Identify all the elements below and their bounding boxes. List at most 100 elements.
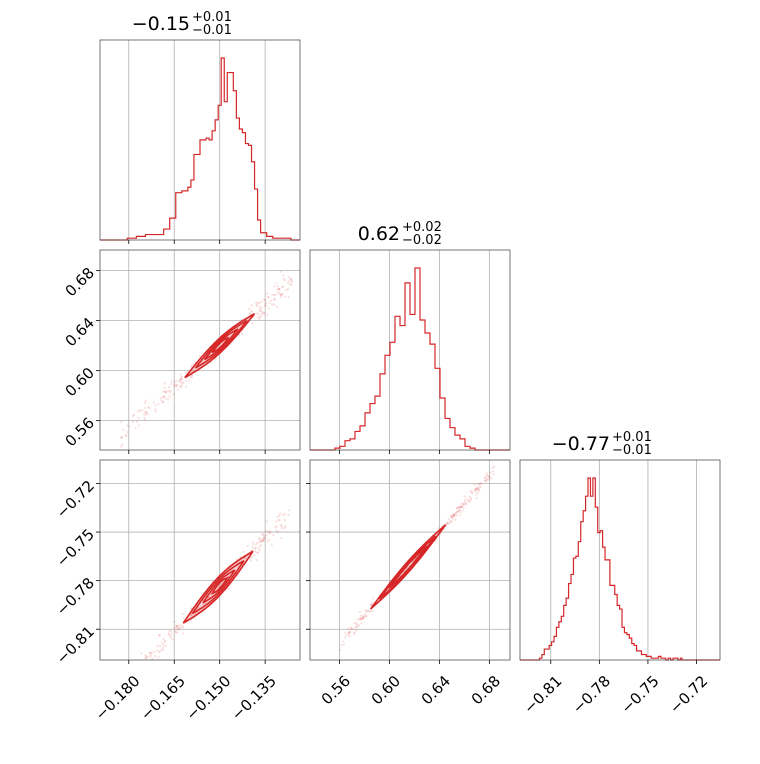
param-title-plus-0: +0.01 (192, 10, 232, 25)
sample-point (366, 609, 369, 613)
sample-point (475, 488, 478, 491)
sample-point (258, 538, 261, 541)
sample-point (365, 614, 368, 618)
sample-point (287, 514, 290, 517)
sample-point (149, 655, 152, 658)
sample-point (179, 373, 182, 376)
sample-point (458, 505, 461, 508)
sample-point (260, 312, 263, 315)
panel-frame (519, 459, 721, 661)
sample-point (125, 433, 128, 437)
sample-point (259, 539, 263, 542)
sample-point (157, 403, 160, 406)
sample-point (359, 617, 362, 620)
sample-point (447, 518, 450, 521)
sample-point (443, 528, 446, 531)
sample-point (156, 649, 159, 652)
sample-point (271, 293, 274, 296)
sample-point (451, 514, 454, 518)
y-tick-label-1-2: 0.64 (62, 314, 98, 350)
y-tick-label-2-2: −0.75 (53, 525, 98, 570)
sample-point (171, 638, 174, 641)
sample-point (148, 651, 151, 654)
x-tick-label-2-2: −0.75 (617, 672, 662, 717)
sample-point (353, 631, 356, 634)
sample-point (476, 487, 479, 490)
sample-point (177, 628, 180, 631)
sample-point (279, 294, 282, 297)
sample-point (175, 631, 178, 634)
sample-point (278, 514, 281, 517)
sample-point (447, 522, 450, 525)
sample-point (269, 532, 272, 535)
sample-point (190, 614, 193, 617)
sample-point (266, 540, 269, 543)
sample-point (371, 601, 374, 605)
sample-point (149, 651, 152, 655)
sample-point (271, 303, 274, 306)
sample-point (445, 522, 449, 525)
panel-frame (309, 249, 511, 451)
sample-point (168, 630, 171, 633)
sample-point (291, 279, 294, 282)
sample-point (281, 514, 284, 517)
sample-point (486, 475, 489, 478)
sample-point (450, 520, 453, 523)
sample-point (492, 473, 495, 476)
sample-point (483, 479, 486, 482)
sample-point (190, 606, 193, 610)
sample-point (180, 384, 183, 387)
sample-point (170, 380, 173, 383)
sample-point (262, 312, 266, 315)
sample-point (258, 309, 261, 312)
sample-point (262, 537, 265, 540)
sample-point (208, 595, 211, 598)
sample-point (239, 555, 242, 559)
sample-point (251, 322, 254, 325)
sample-point (361, 614, 365, 617)
sample-point (356, 623, 359, 627)
sample-point (275, 520, 278, 523)
sample-point (469, 489, 472, 493)
sample-point (364, 615, 367, 618)
sample-point (145, 413, 148, 416)
sample-point (476, 491, 479, 494)
sample-point (178, 380, 181, 383)
sample-point (173, 380, 176, 383)
sample-point (434, 539, 437, 543)
sample-point (459, 513, 462, 516)
x-tick-label-0-2: −0.150 (182, 672, 234, 724)
sample-point (259, 314, 263, 317)
sample-point (455, 507, 458, 510)
sample-point (174, 383, 177, 386)
sample-point (466, 498, 470, 501)
sample-point (246, 545, 249, 548)
sample-point (284, 295, 287, 298)
x-tick-label-1-1: 0.60 (368, 672, 404, 708)
sample-point (362, 617, 365, 620)
sample-point (274, 293, 277, 296)
sample-point (164, 639, 167, 642)
sample-point (340, 643, 343, 647)
sample-point (486, 478, 489, 481)
sample-point (249, 311, 252, 314)
sample-point (488, 476, 491, 479)
sample-point (214, 358, 217, 361)
sample-point (371, 610, 374, 613)
sample-point (370, 603, 373, 606)
sample-point (281, 286, 284, 289)
sample-point (475, 496, 478, 500)
sample-point (152, 650, 155, 654)
sample-point (189, 375, 192, 378)
sample-point (253, 554, 256, 557)
sample-point (269, 299, 272, 302)
sample-point (259, 545, 262, 548)
sample-point (468, 495, 471, 498)
sample-point (275, 529, 278, 532)
sample-point (156, 644, 159, 648)
contour-line-2 (203, 328, 239, 361)
sample-point (190, 376, 193, 379)
sample-point (180, 381, 183, 384)
panel-frame (99, 39, 301, 241)
sample-point (184, 372, 188, 375)
